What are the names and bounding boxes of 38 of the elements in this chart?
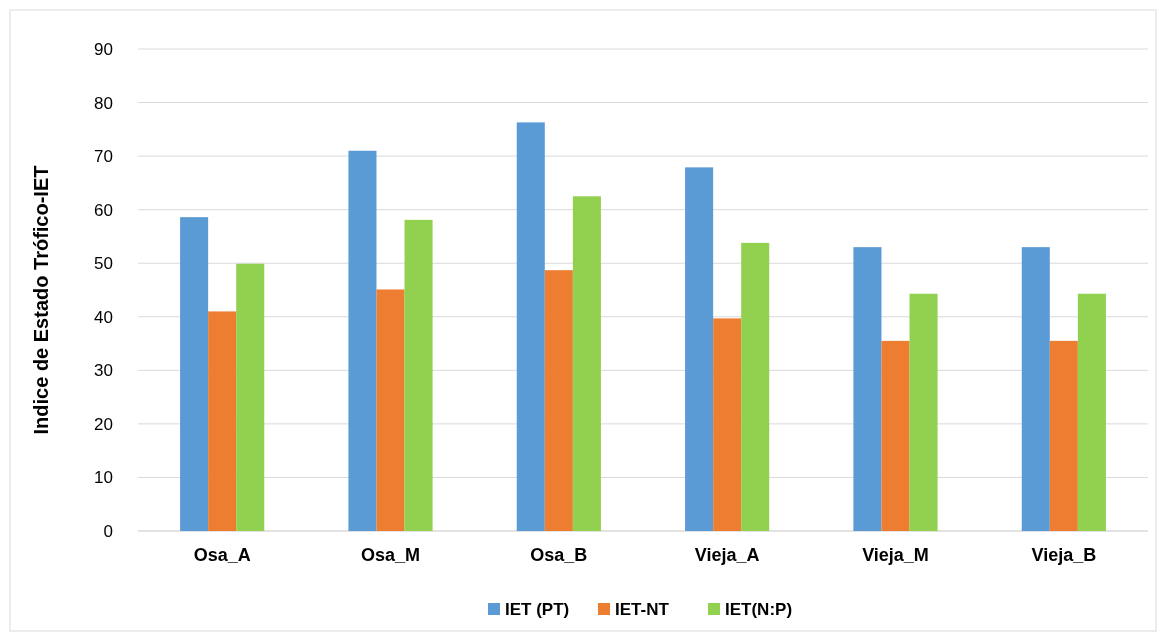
y-tick-label: 90 <box>94 39 113 59</box>
x-tick-label: Osa_B <box>530 545 588 565</box>
x-tick-label: Vieja_B <box>1031 545 1097 565</box>
bar <box>404 219 433 531</box>
bar <box>1049 340 1078 531</box>
bar <box>853 247 882 531</box>
bar <box>180 217 209 531</box>
bar <box>685 167 714 531</box>
bar <box>236 263 265 531</box>
legend-label: IET(N:P) <box>725 599 793 619</box>
y-tick-label: 0 <box>103 521 113 541</box>
x-tick-label: Vieja_A <box>694 545 760 565</box>
y-tick-label: 20 <box>94 414 113 434</box>
bar <box>741 242 770 531</box>
bar <box>713 318 742 531</box>
y-tick-label: 50 <box>94 254 113 274</box>
y-tick-label: 10 <box>94 468 113 488</box>
bar <box>544 270 573 531</box>
bar <box>208 311 237 531</box>
bar <box>572 196 601 531</box>
bar <box>348 150 377 531</box>
bar <box>881 340 910 531</box>
bar <box>1077 293 1106 531</box>
legend-label: IET-NT <box>615 599 670 619</box>
bar <box>376 289 405 531</box>
x-tick-label: Vieja_M <box>862 545 929 565</box>
y-tick-label: 30 <box>94 361 113 381</box>
legend-label: IET (PT) <box>505 599 570 619</box>
y-axis-title: Indice de Estado Trófico-IET <box>30 165 52 435</box>
bar <box>909 293 938 531</box>
y-tick-label: 70 <box>94 147 113 167</box>
y-tick-label: 60 <box>94 200 113 220</box>
bar <box>516 122 545 531</box>
y-tick-label: 80 <box>94 93 113 113</box>
y-tick-label: 40 <box>94 307 113 327</box>
x-tick-label: Osa_A <box>193 545 251 565</box>
bar <box>1021 247 1050 531</box>
x-tick-label: Osa_M <box>360 545 421 565</box>
